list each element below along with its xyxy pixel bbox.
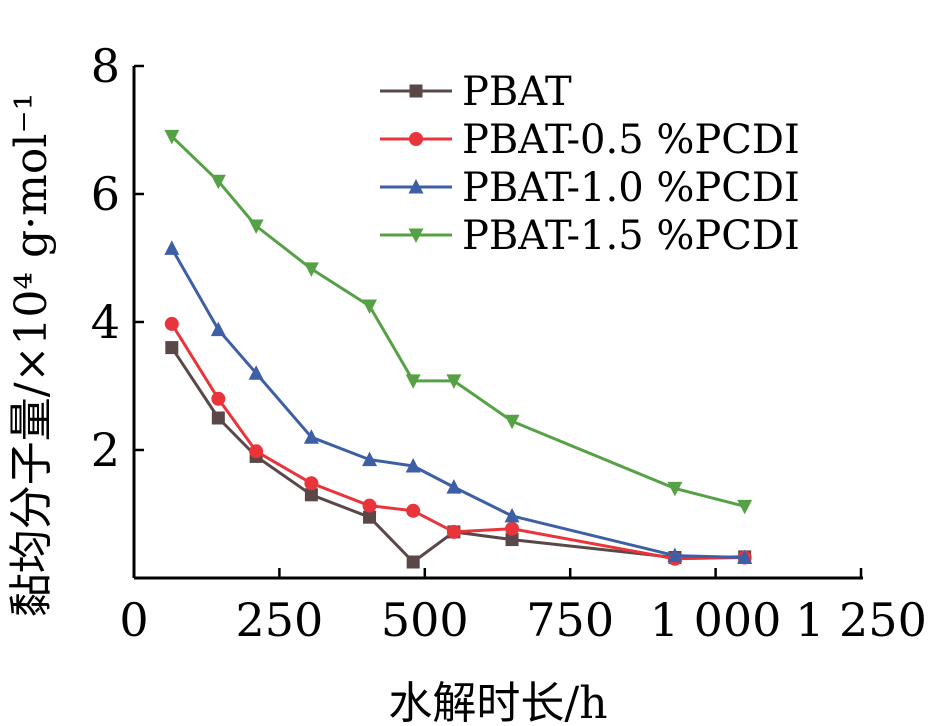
series-layer	[164, 129, 753, 569]
data-point	[362, 498, 377, 513]
series-line	[170, 135, 746, 508]
x-tick-label: 500	[381, 593, 469, 647]
series-line	[170, 247, 745, 560]
x-tick-label: 1 000	[650, 593, 782, 647]
legend-marker	[408, 179, 424, 194]
series-3	[164, 129, 753, 515]
data-point	[248, 219, 264, 234]
data-point	[504, 414, 520, 430]
y-axis-title: 黏均分子量/×10⁴ g·mol⁻¹	[6, 93, 57, 618]
data-point	[211, 391, 226, 406]
legend-marker	[409, 132, 423, 146]
y-tick-label: 2	[91, 423, 120, 477]
data-point	[303, 262, 319, 277]
legend-item: PBAT-0.5 %PCDI	[380, 117, 800, 163]
data-point	[737, 549, 753, 565]
data-point	[303, 429, 319, 444]
data-point	[505, 521, 520, 536]
legend-label: PBAT	[462, 69, 572, 115]
legend-marker	[408, 228, 424, 243]
x-tick-label: 0	[119, 593, 148, 647]
x-tick-label: 1 250	[795, 593, 927, 647]
ticks: 0 250 500 750 1 000 1 250 2 4 6 8	[91, 39, 927, 647]
series-2	[164, 240, 753, 565]
legend-label: PBAT-1.0 %PCDI	[462, 165, 800, 211]
legend-label: PBAT-1.5 %PCDI	[462, 213, 800, 259]
data-point	[406, 503, 421, 518]
data-point	[164, 240, 180, 255]
series-line	[170, 346, 745, 564]
series-line	[170, 323, 745, 561]
legend-item: PBAT	[380, 69, 572, 115]
data-point	[304, 476, 319, 491]
data-point	[405, 374, 421, 389]
data-point	[505, 533, 519, 547]
y-tick-label: 6	[91, 167, 120, 221]
data-point	[446, 374, 462, 389]
data-point	[249, 444, 264, 459]
data-point	[362, 299, 378, 314]
legend-item: PBAT-1.5 %PCDI	[380, 213, 800, 259]
data-point	[304, 488, 318, 502]
data-point	[248, 365, 264, 380]
data-point	[164, 129, 180, 145]
data-point	[362, 451, 378, 467]
data-point	[210, 174, 226, 190]
y-tick-label: 4	[91, 295, 120, 349]
data-point	[164, 316, 179, 331]
series-1	[164, 316, 752, 566]
x-axis-title: 水解时长/h	[388, 678, 607, 726]
data-point	[165, 341, 179, 355]
data-point	[363, 510, 377, 524]
data-point	[504, 507, 520, 523]
y-tick-label: 8	[91, 39, 120, 93]
data-point	[446, 524, 461, 539]
x-tick-label: 250	[235, 593, 323, 647]
legend-marker	[409, 84, 423, 98]
data-point	[211, 411, 225, 425]
data-point	[446, 479, 462, 494]
legend-item: PBAT-1.0 %PCDI	[380, 165, 800, 211]
data-point	[406, 555, 420, 569]
data-point	[210, 321, 226, 337]
data-point	[737, 499, 753, 515]
data-point	[667, 481, 683, 497]
data-point	[667, 547, 683, 563]
legend-label: PBAT-0.5 %PCDI	[462, 117, 800, 163]
data-point	[405, 458, 421, 473]
x-tick-label: 750	[526, 593, 614, 647]
